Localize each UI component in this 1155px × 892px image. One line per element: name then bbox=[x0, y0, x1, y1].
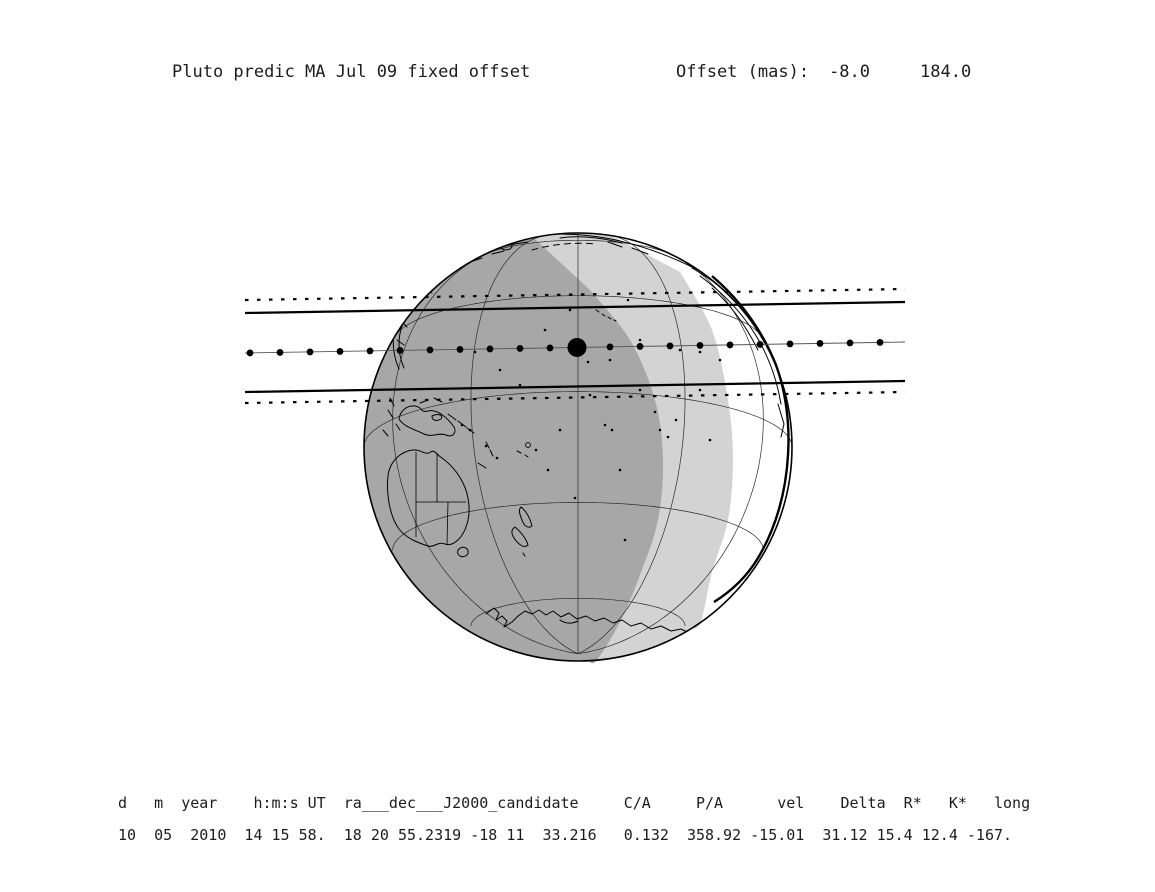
limb-wrap-limit-curve bbox=[711, 275, 790, 604]
time-step-dot bbox=[276, 349, 284, 356]
night-shading bbox=[364, 237, 664, 664]
time-step-dot bbox=[816, 340, 824, 347]
time-step-dot bbox=[456, 346, 464, 353]
time-step-dot bbox=[666, 342, 674, 350]
offset-value-dec: 184.0 bbox=[920, 62, 972, 82]
upper-error-line-dotted bbox=[244, 287, 906, 302]
time-step-dot bbox=[486, 345, 494, 353]
offset-value-ra: -8.0 bbox=[829, 62, 871, 82]
time-step-dot bbox=[366, 347, 374, 355]
time-step-dot bbox=[636, 343, 644, 350]
event-table-header: d m year h:m:s UT ra___dec___J2000_candi… bbox=[118, 794, 1031, 812]
time-step-dot bbox=[396, 347, 404, 354]
plot-title: Pluto predic MA Jul 09 fixed offset bbox=[172, 62, 531, 82]
time-step-dot bbox=[426, 346, 434, 354]
time-step-dot bbox=[876, 339, 884, 346]
upper-limit-line bbox=[244, 300, 906, 315]
time-step-dot bbox=[306, 348, 314, 356]
time-step-dot bbox=[606, 343, 614, 351]
time-step-dot bbox=[336, 348, 344, 355]
lower-error-line-dotted bbox=[244, 390, 906, 405]
offset-readout: Offset (mas): -8.0 184.0 bbox=[676, 62, 971, 82]
limb-outline bbox=[363, 232, 793, 662]
time-step-dot bbox=[696, 342, 704, 349]
time-step-dot bbox=[546, 344, 554, 352]
time-step-dot bbox=[756, 341, 764, 348]
time-step-dot bbox=[246, 349, 254, 357]
event-table-row: 10 05 2010 14 15 58. 18 20 55.2319 -18 1… bbox=[118, 826, 1013, 844]
time-step-dot bbox=[846, 339, 854, 347]
lower-limit-line bbox=[244, 379, 906, 394]
offset-label: Offset (mas): bbox=[676, 62, 810, 82]
time-step-dot bbox=[786, 340, 794, 348]
closest-approach-dot bbox=[567, 337, 587, 357]
time-step-dot bbox=[516, 345, 524, 352]
graticule bbox=[364, 233, 792, 655]
time-step-dot bbox=[726, 341, 734, 349]
